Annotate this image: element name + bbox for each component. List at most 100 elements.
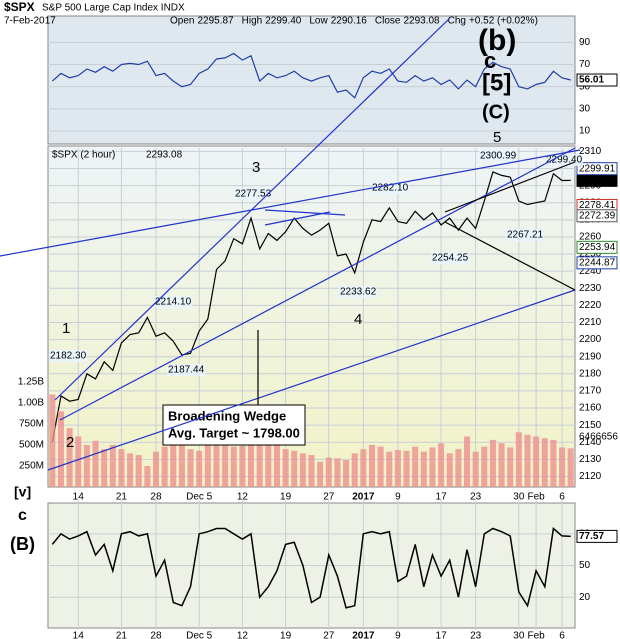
- volume-bar: [265, 443, 272, 487]
- y-tick-label: 90: [579, 37, 591, 48]
- value-box-label: 2272.39: [579, 210, 616, 221]
- volume-bar: [567, 448, 574, 487]
- index-name: S&P 500 Large Cap Index INDX: [42, 3, 185, 14]
- value-box-bg: [576, 529, 618, 543]
- rsi-panel: [47, 15, 576, 145]
- wedge-line: [444, 161, 576, 213]
- x-tick-label: 2017: [352, 631, 375, 639]
- x-tick-label: 14: [73, 492, 85, 503]
- value-box: [576, 162, 618, 176]
- y-tick-label: 50: [579, 81, 591, 92]
- wave-label: 1: [62, 320, 70, 337]
- volume-bar: [109, 444, 116, 487]
- volume-bar: [325, 457, 332, 487]
- x-tick-label: 12: [237, 492, 249, 503]
- x-tick-label: 28: [150, 631, 162, 639]
- volume-bar: [118, 449, 125, 487]
- legend-value: 2293.08: [146, 150, 183, 161]
- x-tick-label: 23: [470, 631, 482, 639]
- value-box-bg: [576, 73, 618, 87]
- x-tick-label: 6: [559, 492, 565, 503]
- stat-value: 2293.08: [403, 16, 440, 27]
- x-tick-label: 19: [280, 631, 292, 639]
- wave-annotation: (C): [482, 101, 510, 123]
- x-tick-label: 14: [73, 631, 85, 639]
- volume-bar: [161, 446, 168, 487]
- wave-annotation: [5]: [482, 69, 511, 96]
- volume-bar: [412, 446, 419, 487]
- stat-label: Low: [309, 16, 328, 27]
- volume-bar: [368, 444, 375, 487]
- y-tick-label: 250M: [19, 461, 44, 472]
- price-label: 2267.21: [507, 230, 544, 241]
- stat-value: 2295.87: [197, 16, 234, 27]
- volume-bar: [127, 453, 134, 487]
- volume-bar: [429, 447, 436, 487]
- value-box: [576, 240, 618, 254]
- volume-bar: [438, 443, 445, 487]
- wave-label: 5: [493, 129, 501, 146]
- y-tick-label: 20: [579, 592, 591, 603]
- series-line: [51, 171, 571, 443]
- trendline: [54, 17, 451, 401]
- current-value: 77.57: [579, 531, 604, 542]
- volume-bar: [178, 444, 185, 487]
- volume-bar: [299, 453, 306, 487]
- stat-label: Open: [170, 16, 194, 27]
- date: 7-Feb-2017: [4, 16, 56, 27]
- volume-bar: [343, 460, 350, 487]
- trendline: [264, 211, 331, 226]
- y-tick-label: 1.00B: [18, 398, 44, 409]
- wave-label: 4: [354, 311, 362, 328]
- volume-bar: [446, 453, 453, 487]
- stat-label: Close: [375, 16, 401, 27]
- wedge-line: [444, 221, 576, 291]
- volume-bar: [377, 446, 384, 487]
- y-tick-label: 70: [579, 59, 591, 70]
- x-tick-label: 30: [513, 631, 525, 639]
- price-label: 2299.40: [546, 155, 583, 166]
- stat-label: Chg: [448, 16, 466, 27]
- current-value: 2293.08: [579, 175, 616, 186]
- y-tick-label: 50: [579, 560, 591, 571]
- y-tick-label: 2120: [579, 471, 602, 482]
- trendline: [264, 209, 346, 216]
- price-label-bg: [234, 188, 273, 200]
- x-tick-label: Dec 5: [186, 492, 213, 503]
- y-tick-label: 2250: [579, 249, 602, 260]
- volume-bar: [489, 439, 496, 487]
- price-label-bg: [479, 150, 518, 162]
- stat-label: High: [242, 16, 263, 27]
- volume-bar: [57, 411, 64, 487]
- volume-bar: [481, 446, 488, 487]
- volume-bar: [394, 449, 401, 487]
- volume-bar: [291, 450, 298, 487]
- wave-annotation: [v]: [14, 484, 31, 500]
- stat-value: 2290.16: [331, 16, 368, 27]
- price-label-bg: [339, 286, 378, 298]
- value-box: [576, 209, 618, 223]
- volume-bar: [472, 451, 479, 487]
- callout-text: Avg. Target ~ 1798.00: [168, 425, 300, 440]
- volume-bar: [135, 455, 142, 487]
- volume-bar: [273, 428, 280, 487]
- volume-bar: [360, 449, 367, 487]
- volume-bar: [317, 461, 324, 487]
- price-label: 2187.44: [168, 365, 205, 376]
- callout-text: Broadening Wedge: [168, 408, 286, 423]
- x-tick-label: 30: [513, 492, 525, 503]
- x-tick-label: 21: [116, 492, 128, 503]
- x-tick-label: 6: [559, 631, 565, 639]
- price-label-bg: [506, 229, 545, 241]
- trendline: [59, 147, 576, 421]
- stat-value: 2299.40: [265, 16, 302, 27]
- price-label: 2282.10: [372, 183, 409, 194]
- y-tick-label: 2150: [579, 420, 602, 431]
- volume-bar: [222, 443, 229, 487]
- y-tick-label: 2260: [579, 232, 602, 243]
- price-label: 2182.30: [50, 351, 87, 362]
- price-label-bg: [431, 252, 470, 264]
- trendlines: [0, 17, 581, 471]
